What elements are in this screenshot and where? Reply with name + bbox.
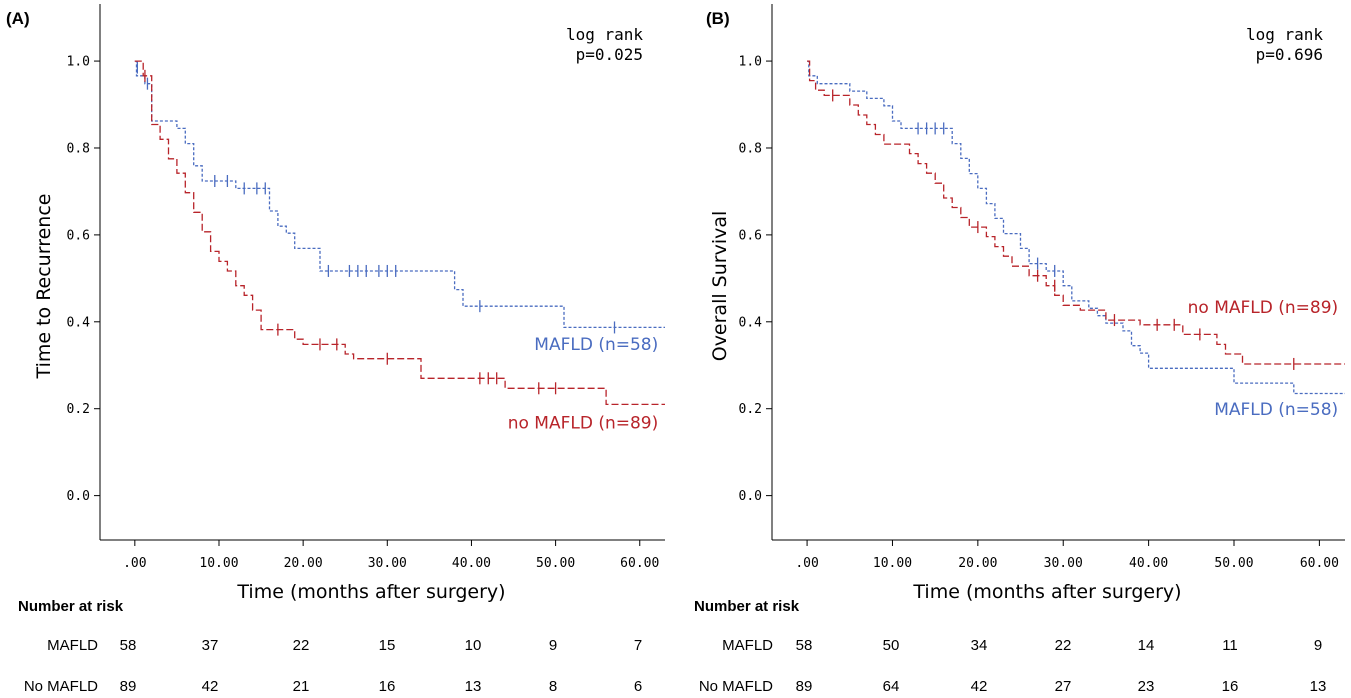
km-panel-b: 0.0 0.2 0.4 0.6 0.8 1.0 .00 10.00 20.00 30.00 40.0… [694,4,1345,695]
x-tick-label: .00 [123,556,146,571]
y-tick-label: 1.0 [739,55,762,70]
y-tick-label: 0.4 [739,315,763,330]
y-tick-label: 0.2 [739,402,762,417]
y-tick-label: 0.4 [67,315,91,330]
x-tick-label: 10.00 [873,556,912,571]
p-value-label: p=0.696 [1256,45,1323,64]
risk-value: 23 [1138,678,1155,695]
x-tick-label: 60.00 [1300,556,1339,571]
risk-value: 89 [120,678,137,695]
y-tick-label: 0.6 [67,228,90,243]
x-tick-label: 10.00 [199,556,238,571]
risk-table-title: Number at risk [18,598,124,615]
risk-table-title: Number at risk [694,598,800,615]
y-tick-label: 0.0 [67,489,90,504]
risk-row-label: MAFLD [722,637,773,654]
risk-value: 7 [634,637,642,654]
log-rank-label: log rank [1246,25,1323,44]
x-tick-label: 20.00 [958,556,997,571]
y-tick-label: 0.8 [739,141,762,156]
risk-value: 42 [202,678,219,695]
risk-value: 21 [293,678,310,695]
risk-value: 27 [1055,678,1072,695]
x-axis-title: Time (months after surgery) [912,581,1181,603]
x-tick-label: 50.00 [1214,556,1253,571]
y-tick-label: 0.0 [739,489,762,504]
series-label: no MAFLD (n=89) [1188,298,1339,318]
series-label: no MAFLD (n=89) [508,413,659,433]
risk-row-label: No MAFLD [24,678,98,695]
risk-value: 37 [202,637,219,654]
risk-value: 42 [971,678,988,695]
x-tick-label: 40.00 [452,556,491,571]
risk-value: 8 [549,678,557,695]
x-axis-title: Time (months after surgery) [236,581,505,603]
risk-value: 14 [1138,637,1155,654]
risk-value: 58 [796,637,813,654]
log-rank-label: log rank [566,25,643,44]
risk-value: 13 [1310,678,1327,695]
risk-value: 16 [1222,678,1239,695]
x-tick-label: 60.00 [620,556,659,571]
risk-value: 89 [796,678,813,695]
risk-value: 16 [379,678,396,695]
km-panel-a: 0.0 0.2 0.4 0.6 0.8 1.0 .00 10.00 20.00 30.00 40.0… [6,4,665,695]
y-axis-title: Time to Recurrence [33,194,55,380]
series-label: MAFLD (n=58) [1214,400,1338,420]
risk-value: 15 [379,637,396,654]
series-label: MAFLD (n=58) [534,335,658,355]
risk-value: 22 [293,637,310,654]
x-tick-label: .00 [795,556,818,571]
y-axis-title: Overall Survival [709,211,731,362]
panel-label: (B) [706,9,730,28]
risk-value: 9 [549,637,557,654]
panel-label: (A) [6,9,30,28]
x-tick-label: 30.00 [1044,556,1083,571]
y-tick-label: 0.8 [67,141,90,156]
y-tick-label: 1.0 [67,55,90,70]
km-curve-no-mafld [807,60,1345,365]
risk-value: 50 [883,637,900,654]
risk-value: 9 [1314,637,1322,654]
risk-value: 6 [634,678,642,695]
x-tick-label: 30.00 [368,556,407,571]
risk-value: 22 [1055,637,1072,654]
y-tick-label: 0.6 [739,228,762,243]
risk-row-label: MAFLD [47,637,98,654]
x-tick-label: 50.00 [536,556,575,571]
km-curve-mafld [807,60,1345,395]
p-value-label: p=0.025 [576,45,643,64]
risk-value: 11 [1222,637,1238,654]
risk-row-label: No MAFLD [699,678,773,695]
risk-value: 34 [971,637,988,654]
km-curve-no-mafld [134,60,665,406]
km-curve-mafld [134,60,665,329]
y-tick-label: 0.2 [67,402,90,417]
risk-value: 13 [465,678,482,695]
risk-value: 58 [120,637,137,654]
x-tick-label: 40.00 [1129,556,1168,571]
risk-value: 64 [883,678,900,695]
risk-value: 10 [465,637,482,654]
x-tick-label: 20.00 [284,556,323,571]
